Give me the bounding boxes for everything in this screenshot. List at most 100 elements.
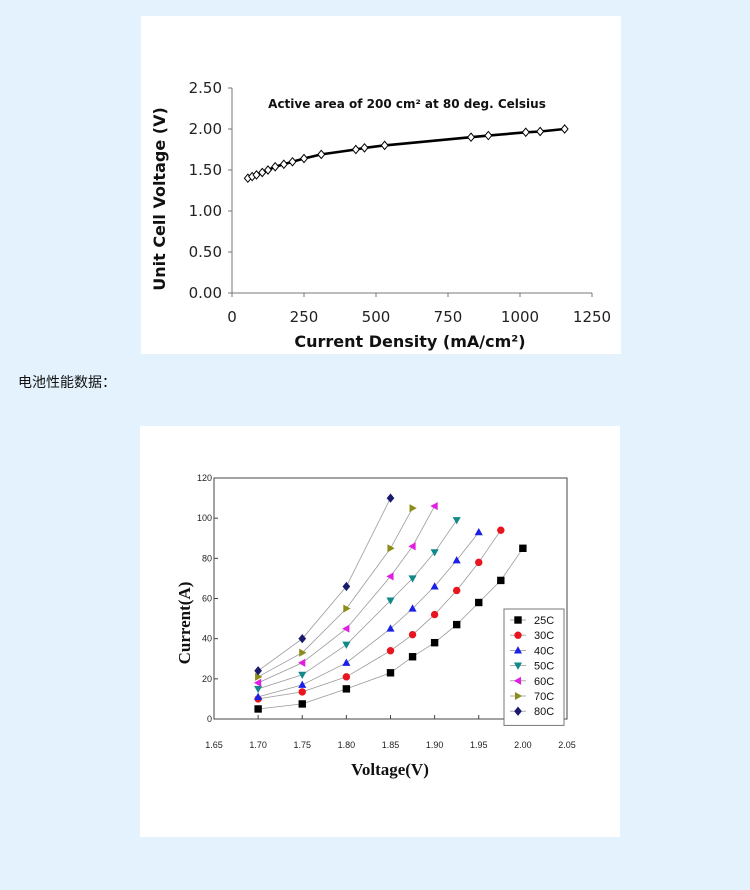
y-axis-label: Unit Cell Voltage (V) xyxy=(150,107,169,291)
y-tick-label: 80 xyxy=(202,553,212,563)
x-tick-label: 2.00 xyxy=(514,740,532,750)
data-point-marker xyxy=(299,153,309,164)
x-tick-label: 1.75 xyxy=(293,740,311,750)
data-point-marker xyxy=(258,167,267,178)
data-point-60C xyxy=(253,678,262,687)
x-tick-label: 250 xyxy=(290,308,319,326)
legend-box xyxy=(503,608,565,726)
data-point-30C xyxy=(475,558,483,567)
data-point-30C xyxy=(408,630,417,639)
data-point-50C xyxy=(386,597,395,605)
data-point-25C xyxy=(254,705,262,713)
data-point-50C xyxy=(298,671,307,680)
data-point-80C xyxy=(342,581,351,592)
x-tick-label: 750 xyxy=(434,308,463,326)
y-tick-label: 120 xyxy=(197,473,212,483)
y-axis-label: Current(A) xyxy=(175,582,194,665)
data-point-30C xyxy=(452,586,461,595)
voltage-current-density-chart-card: 0.00 0.50 1.00 1.50 2.00 2.50 0 250 500 750 1000 12… xyxy=(141,16,621,354)
data-point-80C xyxy=(386,493,395,503)
series-line-30C xyxy=(258,529,502,700)
data-point-60C xyxy=(408,542,416,551)
data-point-marker xyxy=(380,140,389,151)
legend-marker-70C xyxy=(514,691,523,701)
y-tick-label: 1.00 xyxy=(189,202,222,220)
data-point-70C xyxy=(299,648,307,657)
x-tick-label: 2.05 xyxy=(558,740,576,750)
data-point-50C xyxy=(408,575,417,583)
legend-label: 80C xyxy=(534,706,554,718)
data-point-30C xyxy=(386,647,395,655)
data-point-50C xyxy=(430,549,439,557)
legend-label: 50C xyxy=(534,661,554,673)
current-voltage-temperature-chart: 0 20 40 60 80 100 120 1.65 1.70 1.75 1.80 1.85 1.90 1… xyxy=(175,473,576,779)
data-point-40C xyxy=(408,604,417,612)
data-point-30C xyxy=(497,526,505,534)
data-point-marker xyxy=(279,159,288,170)
data-point-marker xyxy=(288,156,297,167)
data-point-40C xyxy=(474,527,483,536)
legend-label: 40C xyxy=(534,645,554,657)
data-point-70C xyxy=(255,672,263,681)
x-axis-label: Current Density (mA/cm²) xyxy=(294,332,525,351)
y-tick-label: 100 xyxy=(197,513,212,523)
x-tick-label: 1.90 xyxy=(426,740,444,750)
data-point-marker xyxy=(521,127,530,138)
data-point-60C xyxy=(386,572,394,581)
data-point-60C xyxy=(342,624,350,633)
data-point-25C xyxy=(386,669,395,677)
data-point-marker xyxy=(317,149,326,160)
data-point-60C xyxy=(430,502,438,511)
data-point-30C xyxy=(342,673,351,681)
x-tick-label: 1.65 xyxy=(205,740,223,750)
data-point-40C xyxy=(386,624,395,632)
legend-marker-25C xyxy=(514,616,522,624)
x-tick-label: 0 xyxy=(227,308,237,326)
data-point-70C xyxy=(387,544,395,553)
data-point-marker xyxy=(252,170,261,180)
data-point-25C xyxy=(452,620,461,629)
y-tick-label: 0.00 xyxy=(189,284,222,302)
x-tick-label: 1.95 xyxy=(470,740,488,750)
y-tick-label: 2.50 xyxy=(189,79,222,97)
data-point-40C xyxy=(254,692,263,700)
data-point-30C xyxy=(430,610,439,619)
x-axis-label: Voltage(V) xyxy=(351,760,429,779)
data-point-80C xyxy=(254,666,262,676)
data-point-30C xyxy=(298,688,306,696)
x-tick-label: 500 xyxy=(362,308,391,326)
series-line-60C xyxy=(257,505,435,684)
voltage-current-density-chart: 0.00 0.50 1.00 1.50 2.00 2.50 0 250 500 750 1000 12… xyxy=(150,79,611,351)
y-tick-label: 0 xyxy=(207,714,212,724)
legend-label: 30C xyxy=(534,630,554,642)
data-point-25C xyxy=(408,653,417,661)
legend-marker-50C xyxy=(513,662,523,670)
y-tick-label: 60 xyxy=(202,594,212,604)
x-tick-label: 1000 xyxy=(501,308,539,326)
legend-label: 60C xyxy=(534,676,554,688)
data-point-marker xyxy=(560,124,569,134)
data-point-50C xyxy=(342,641,351,649)
battery-performance-caption: 电池性能数据： xyxy=(18,375,116,391)
legend-label: 25C xyxy=(534,615,554,627)
y-tick-label: 40 xyxy=(202,634,212,644)
current-voltage-chart-card: 0 20 40 60 80 100 120 1.65 1.70 1.75 1.80 1.85 1.90 1… xyxy=(140,426,620,837)
y-tick-label: 2.00 xyxy=(189,120,222,138)
legend-marker-30C xyxy=(514,631,522,639)
data-point-marker xyxy=(536,126,545,137)
data-point-marker xyxy=(466,132,476,143)
data-point-50C xyxy=(254,685,263,694)
x-tick-label: 1.70 xyxy=(249,740,267,750)
x-tick-label: 1.85 xyxy=(382,740,400,750)
data-point-25C xyxy=(497,576,505,585)
data-point-25C xyxy=(475,598,483,607)
data-point-40C xyxy=(342,658,351,666)
y-tick-label: 20 xyxy=(202,674,212,684)
series-line-40C xyxy=(257,531,480,698)
data-point-40C xyxy=(298,680,307,688)
data-point-80C xyxy=(298,634,307,644)
legend-marker-40C xyxy=(513,646,523,654)
data-point-60C xyxy=(298,658,306,667)
series-line-80C xyxy=(257,497,391,672)
data-point-40C xyxy=(452,556,461,564)
